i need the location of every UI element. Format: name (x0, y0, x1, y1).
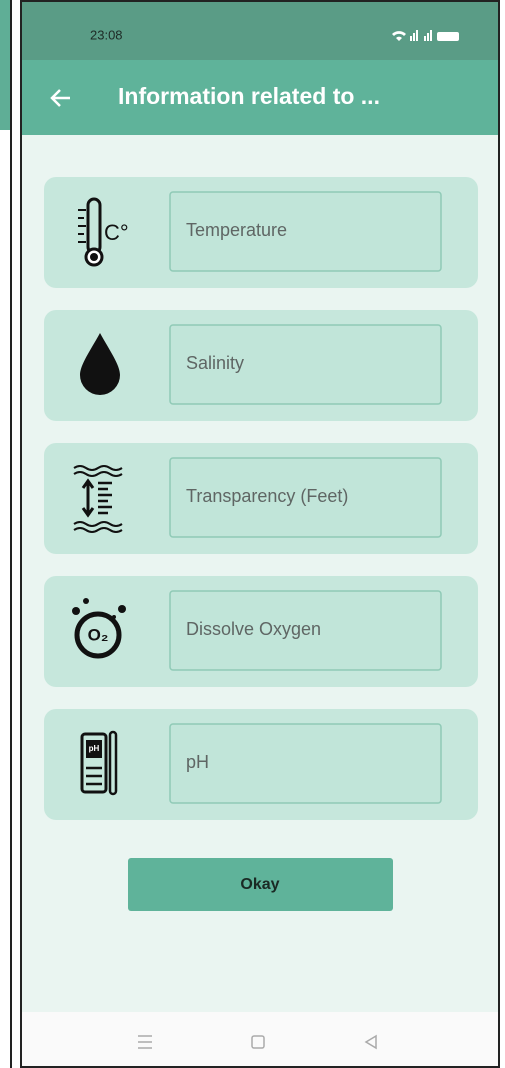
wave (73, 527, 123, 533)
icon-text: pH (89, 744, 100, 753)
nav-back[interactable] (364, 1034, 377, 1050)
oxygen-dot (118, 605, 126, 613)
nav-menu[interactable] (138, 1035, 152, 1049)
thermo-fill (90, 253, 98, 261)
meter-body (80, 732, 108, 794)
field-placeholder: pH (186, 752, 209, 772)
drop-icon (80, 333, 120, 395)
app-bar (22, 60, 498, 135)
oxygen-dot (72, 607, 80, 615)
field-placeholder: Dissolve Oxygen (186, 619, 321, 639)
wave (73, 465, 123, 471)
nav-icons (138, 1034, 377, 1050)
nav-bar (22, 1012, 498, 1066)
back-arrow[interactable] (50, 89, 70, 107)
meter-buttons (86, 766, 102, 786)
status-icons (392, 30, 459, 41)
icon-text: C° (104, 220, 129, 245)
neighbour-strip (0, 0, 11, 130)
field-input[interactable] (169, 191, 442, 272)
status-bar (22, 2, 498, 60)
oxygen-dot (83, 598, 89, 604)
status-time: 23:08 (90, 27, 123, 42)
field-input[interactable] (169, 723, 442, 804)
wave (73, 521, 123, 527)
field-input[interactable] (169, 590, 442, 671)
meter-screen (86, 740, 102, 758)
nav-home[interactable] (251, 1035, 265, 1049)
depth-arrow (81, 478, 95, 518)
field-placeholder: Temperature (186, 220, 287, 240)
oxygen-dot (112, 615, 116, 619)
wave (73, 471, 123, 477)
app-title: Information related to ... (118, 83, 380, 109)
okay-label: Okay (240, 876, 279, 893)
meter-probe (108, 730, 118, 796)
field-input[interactable] (169, 457, 442, 538)
field-input[interactable] (169, 324, 442, 405)
oxygen-ring (74, 611, 122, 659)
okay-button[interactable] (128, 858, 393, 911)
field-placeholder: Transparency (Feet) (186, 486, 348, 506)
field-placeholder: Salinity (186, 353, 244, 373)
icon-text: O₂ (88, 625, 109, 644)
